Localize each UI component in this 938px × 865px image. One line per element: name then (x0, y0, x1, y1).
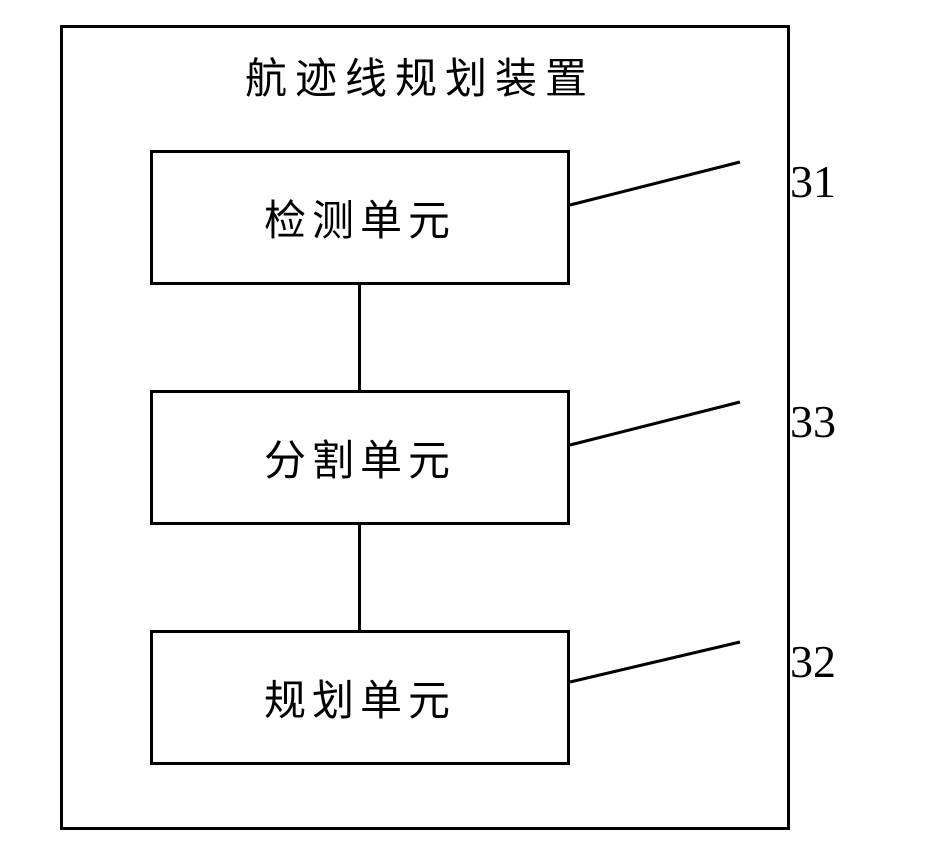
block-33: 分割单元 (150, 390, 570, 525)
block-label: 规划单元 (264, 667, 456, 728)
connector-1 (358, 525, 361, 630)
block-label: 分割单元 (264, 427, 456, 488)
connector-0 (358, 285, 361, 390)
ref-label-33: 33 (790, 395, 836, 448)
diagram-title: 航迹线规划装置 (190, 45, 650, 106)
block-31: 检测单元 (150, 150, 570, 285)
block-32: 规划单元 (150, 630, 570, 765)
ref-label-32: 32 (790, 635, 836, 688)
ref-label-31: 31 (790, 155, 836, 208)
block-label: 检测单元 (264, 187, 456, 248)
